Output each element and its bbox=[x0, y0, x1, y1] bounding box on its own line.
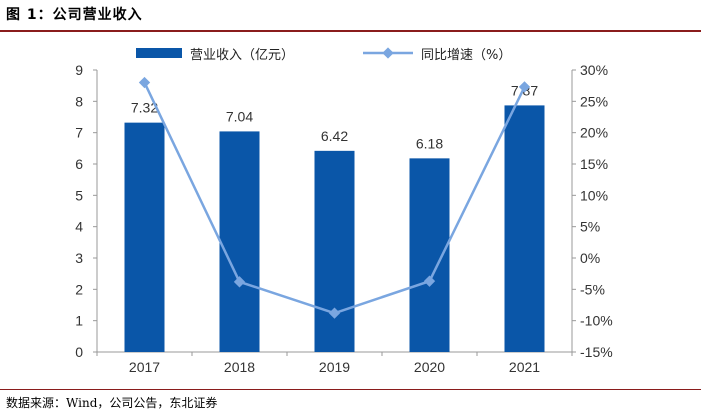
right-axis-tick-label: 30% bbox=[580, 62, 608, 78]
left-axis-tick-label: 4 bbox=[75, 219, 83, 235]
left-axis-tick-label: 1 bbox=[75, 313, 83, 329]
x-axis-tick-label: 2020 bbox=[414, 359, 445, 375]
legend-bar-label: 营业收入（亿元） bbox=[190, 48, 294, 63]
bar-value-label: 7.32 bbox=[131, 100, 158, 116]
legend-line-marker bbox=[382, 47, 394, 59]
x-axis-tick-label: 2017 bbox=[129, 359, 160, 375]
title-rule bbox=[0, 30, 701, 32]
right-axis-tick-label: 10% bbox=[580, 187, 608, 203]
left-axis-tick-label: 2 bbox=[75, 281, 83, 297]
growth-point-2017 bbox=[138, 76, 151, 89]
x-axis-tick-label: 2019 bbox=[319, 359, 350, 375]
bar-value-label: 7.04 bbox=[226, 108, 253, 124]
left-axis-tick-label: 0 bbox=[75, 344, 83, 360]
figure-title: 图 1：公司营业收入 bbox=[6, 7, 143, 23]
right-axis-tick-label: 25% bbox=[580, 93, 608, 109]
right-axis-tick-label: -5% bbox=[580, 281, 605, 297]
left-axis-tick-label: 9 bbox=[75, 62, 83, 78]
bar-2017 bbox=[124, 122, 165, 352]
right-axis-tick-label: -15% bbox=[580, 344, 613, 360]
source-note: 数据来源：Wind，公司公告，东北证券 bbox=[6, 396, 218, 410]
axes: 0 1 2 3 4 5 6 7 8 9 -15% -10% -5% 0% 5% 10% 15% 20% 25% 30%… bbox=[75, 62, 612, 375]
bar-value-label: 6.42 bbox=[321, 128, 348, 144]
bar-2021 bbox=[504, 105, 545, 352]
bar-2019 bbox=[314, 150, 355, 352]
legend-bar-swatch bbox=[136, 48, 182, 58]
bar-2018 bbox=[219, 131, 260, 352]
growth-point-2020 bbox=[423, 275, 436, 287]
source-rule bbox=[0, 389, 701, 390]
left-axis-tick-label: 6 bbox=[75, 156, 83, 172]
legend: 营业收入（亿元） 同比增速（%） bbox=[136, 47, 511, 63]
bar-value-label: 6.18 bbox=[416, 135, 443, 151]
bar-value-labels: 7.327.046.426.187.87 bbox=[131, 82, 538, 151]
legend-line-label: 同比增速（%） bbox=[421, 48, 511, 63]
right-axis-tick-label: 15% bbox=[580, 156, 608, 172]
x-axis-tick-label: 2021 bbox=[509, 359, 540, 375]
left-axis-tick-label: 7 bbox=[75, 125, 83, 141]
right-axis-tick-label: 20% bbox=[580, 125, 608, 141]
x-axis-tick-label: 2018 bbox=[224, 359, 255, 375]
right-axis-tick-label: 5% bbox=[580, 219, 600, 235]
right-axis-tick-label: -10% bbox=[580, 313, 613, 329]
combo-chart: 营业收入（亿元） 同比增速（%） 0 1 2 3 4 5 6 7 8 9 -15% -10% -5% 0% 5… bbox=[75, 47, 613, 375]
growth-point-2019 bbox=[328, 307, 341, 319]
left-axis-tick-label: 5 bbox=[75, 187, 83, 203]
left-axis-tick-label: 3 bbox=[75, 250, 83, 266]
growth-point-2018 bbox=[233, 276, 246, 288]
right-axis-tick-label: 0% bbox=[580, 250, 600, 266]
left-axis-tick-label: 8 bbox=[75, 93, 83, 109]
